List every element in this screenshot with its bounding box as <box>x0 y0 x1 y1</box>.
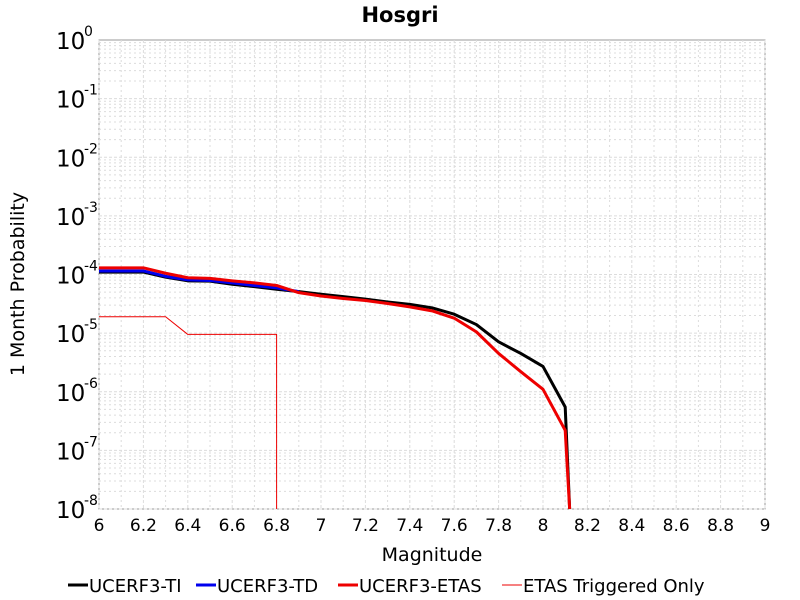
y-tick-exponent: -3 <box>84 200 98 216</box>
y-tick-exponent: -7 <box>84 434 98 450</box>
y-tick-base: 10 <box>56 381 85 407</box>
x-tick-label: 6.6 <box>219 516 246 536</box>
x-tick-label: 8.4 <box>618 516 645 536</box>
y-tick-base: 10 <box>56 205 85 231</box>
legend-label: UCERF3-TD <box>217 576 318 597</box>
y-tick-label: 10-3 <box>56 200 98 231</box>
y-tick-exponent: -8 <box>84 493 98 509</box>
y-tick-base: 10 <box>56 439 85 465</box>
y-tick-label: 100 <box>56 24 93 55</box>
y-tick-exponent: -1 <box>84 83 98 99</box>
y-tick-exponent: -2 <box>84 141 98 157</box>
y-tick-base: 10 <box>56 29 85 55</box>
y-tick-exponent: -6 <box>84 376 98 392</box>
y-tick-base: 10 <box>56 88 85 114</box>
y-tick-label: 10-4 <box>56 259 98 290</box>
legend: UCERF3-TI UCERF3-TD UCERF3-ETAS ETAS Trigge… <box>68 576 705 597</box>
x-tick-label: 7.6 <box>441 516 468 536</box>
x-tick-labels: 6 6.2 6.4 6.6 6.8 7 7.2 7.4 7.6 7.8 8 8.2 8.4 8.6 8.8 9 <box>94 516 771 536</box>
y-tick-label: 10-7 <box>56 434 98 465</box>
series-line-ucerf3-td <box>99 269 300 294</box>
y-tick-label: 10-2 <box>56 141 98 172</box>
x-tick-label: 7.2 <box>352 516 379 536</box>
x-tick-label: 7.4 <box>396 516 423 536</box>
x-axis-label: Magnitude <box>382 544 483 566</box>
x-tick-label: 8.6 <box>663 516 690 536</box>
legend-label: UCERF3-TI <box>89 576 182 597</box>
y-tick-label: 10-6 <box>56 376 98 407</box>
series-line-ucerf3-etas <box>99 266 572 510</box>
y-tick-exponent: -5 <box>84 317 98 333</box>
x-tick-label: 8 <box>538 516 549 536</box>
x-tick-label: 6 <box>94 516 105 536</box>
x-tick-label: 6.4 <box>174 516 201 536</box>
x-tick-label: 9 <box>760 516 771 536</box>
y-tick-base: 10 <box>56 498 85 524</box>
legend-label: ETAS Triggered Only <box>523 576 705 597</box>
x-tick-label: 7.8 <box>485 516 512 536</box>
y-tick-base: 10 <box>56 322 85 348</box>
x-tick-label: 6.2 <box>130 516 157 536</box>
y-tick-label: 10-1 <box>56 83 98 114</box>
x-tick-label: 7 <box>316 516 327 536</box>
y-tick-label: 10-5 <box>56 317 98 348</box>
y-tick-base: 10 <box>56 264 85 290</box>
y-tick-exponent: 0 <box>84 24 93 40</box>
legend-label: UCERF3-ETAS <box>359 576 482 597</box>
grid-lines <box>98 40 766 510</box>
y-tick-base: 10 <box>56 146 85 172</box>
x-tick-label: 8.8 <box>707 516 734 536</box>
x-tick-label: 6.8 <box>263 516 290 536</box>
series-line-etas-triggered-only <box>99 316 278 509</box>
y-axis-label: 1 Month Probability <box>7 192 29 376</box>
x-tick-label: 8.2 <box>574 516 601 536</box>
y-tick-label: 10-8 <box>56 493 98 524</box>
chart-title: Hosgri <box>361 3 438 27</box>
y-tick-exponent: -4 <box>84 259 98 275</box>
series-layer <box>99 266 572 510</box>
